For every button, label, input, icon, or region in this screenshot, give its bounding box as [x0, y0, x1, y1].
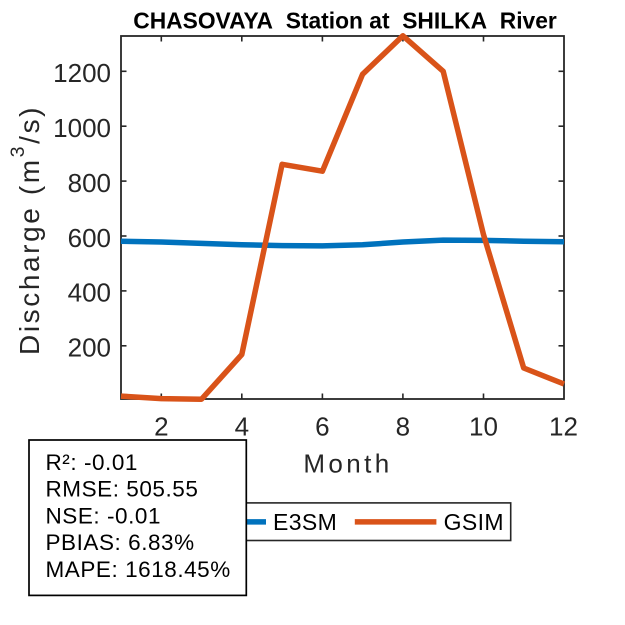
svg-text:200: 200 [68, 333, 111, 363]
svg-text:800: 800 [68, 168, 111, 198]
svg-text:RMSE: 505.55: RMSE: 505.55 [46, 477, 199, 502]
svg-text:1000: 1000 [53, 113, 111, 143]
svg-text:600: 600 [68, 223, 111, 253]
svg-text:6: 6 [315, 412, 329, 442]
svg-text:10: 10 [469, 412, 498, 442]
svg-text:1200: 1200 [53, 58, 111, 88]
svg-text:12: 12 [549, 412, 578, 442]
svg-text:NSE: -0.01: NSE: -0.01 [46, 503, 162, 528]
svg-text:4: 4 [235, 412, 249, 442]
svg-text:MAPE: 1618.45%: MAPE: 1618.45% [46, 557, 231, 582]
svg-text:Month: Month [303, 448, 392, 478]
svg-text:2: 2 [154, 412, 168, 442]
svg-text:PBIAS: 6.83%: PBIAS: 6.83% [46, 530, 195, 555]
svg-text:400: 400 [68, 278, 111, 308]
svg-text:E3SM: E3SM [273, 509, 337, 535]
svg-text:CHASOVAYA Station at SHILKA: CHASOVAYA Station at SHILKA River [133, 7, 557, 33]
svg-text:GSIM: GSIM [444, 509, 504, 535]
svg-text:8: 8 [396, 412, 410, 442]
svg-text:R²: -0.01: R²: -0.01 [46, 450, 138, 475]
